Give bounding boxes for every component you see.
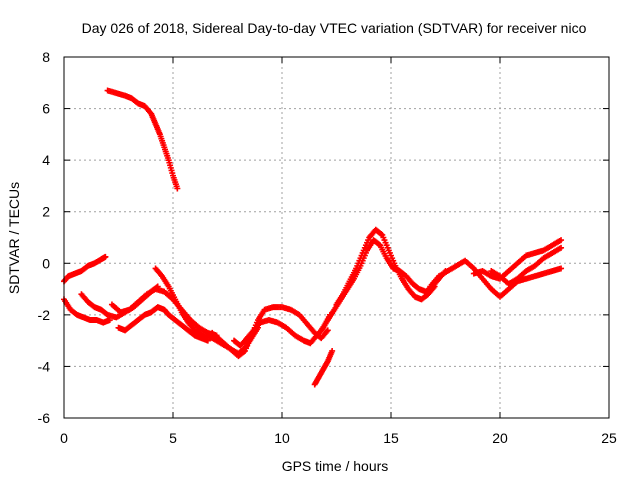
data-point: [240, 348, 247, 355]
data-point: [378, 231, 385, 238]
data-points: [61, 87, 565, 388]
x-tick-label: 20: [492, 430, 508, 446]
x-tick-label: 5: [169, 430, 177, 446]
data-point: [329, 347, 336, 354]
data-point: [558, 265, 565, 272]
series-arc-upper-left: [61, 253, 109, 285]
y-tick-label: 2: [42, 204, 50, 220]
data-point: [558, 237, 565, 244]
y-axis-label: SDTVAR / TECUs: [6, 182, 22, 294]
axis-ticks: 0 5 10 15 20 25 -6 -4 -2 0 2 4 6 8: [38, 49, 617, 446]
series-arc-mid-a: [115, 304, 211, 344]
data-point: [376, 241, 383, 248]
series-arc-rise-b: [333, 226, 438, 308]
y-tick-label: 0: [42, 255, 50, 271]
y-tick-label: 8: [42, 49, 50, 65]
series-arc-trough: [209, 304, 331, 360]
series-arc-right-c: [488, 244, 565, 287]
data-point: [324, 327, 331, 334]
series-arc-right-b: [470, 237, 565, 282]
x-tick-label: 25: [601, 430, 617, 446]
chart-title: Day 026 of 2018, Sidereal Day-to-day VTE…: [82, 20, 587, 36]
series-arc-short-drop: [311, 347, 336, 388]
plot-frame: [63, 56, 610, 419]
x-axis-label: GPS time / hours: [282, 458, 389, 474]
series-arc-lower-left-a: [61, 296, 113, 326]
data-point: [102, 253, 109, 260]
data-point: [174, 185, 181, 192]
x-tick-label: 0: [60, 430, 68, 446]
y-tick-label: -4: [38, 358, 51, 374]
y-tick-label: 6: [42, 101, 50, 117]
y-tick-label: -2: [38, 307, 51, 323]
x-tick-label: 15: [383, 430, 399, 446]
data-point: [558, 244, 565, 251]
y-tick-label: 4: [42, 152, 50, 168]
grid: [64, 57, 609, 418]
series-arc-high: [104, 87, 181, 192]
series-arc-right-a: [427, 257, 565, 300]
y-tick-label: -6: [38, 410, 51, 426]
x-tick-label: 10: [274, 430, 290, 446]
